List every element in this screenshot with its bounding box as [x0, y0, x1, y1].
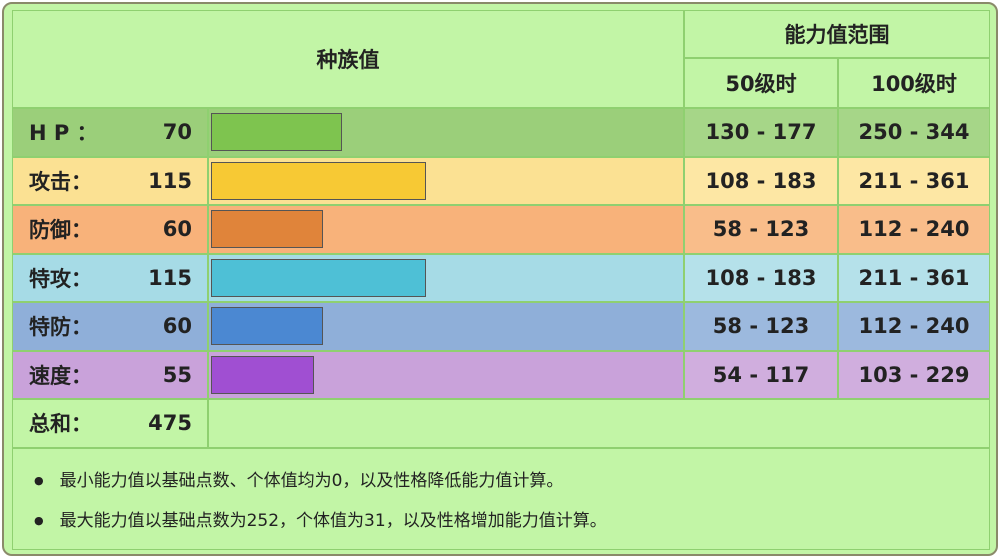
total-value: 475: [148, 411, 192, 436]
lv100-range: 112 - 240: [838, 205, 990, 254]
header-range: 能力值范围: [684, 10, 990, 58]
header-base-stats: 种族值: [12, 10, 684, 108]
stat-label: 特防：: [12, 302, 208, 351]
stat-bar: [211, 355, 314, 394]
lv100-range: 211 - 361: [838, 253, 990, 302]
lv100-range: 112 - 240: [838, 302, 990, 351]
stat-bar: [211, 210, 324, 248]
stat-bar: [211, 307, 324, 345]
stat-value: 55: [162, 362, 192, 387]
stat-label: 速度：: [12, 350, 208, 399]
header-lv100: 100级时: [838, 58, 990, 108]
lv50-range: 54 - 117: [684, 350, 838, 399]
lv50-range: 108 - 183: [684, 253, 838, 302]
stat-label: 攻击：: [12, 156, 208, 205]
stat-value: 60: [162, 314, 192, 339]
stat-bar: [211, 258, 427, 297]
total-blank: [208, 399, 990, 448]
stat-value: 70: [162, 120, 192, 145]
lv100-range: 103 - 229: [838, 350, 990, 399]
stat-label: H P ：: [12, 108, 208, 157]
stat-label: 防御：: [12, 205, 208, 254]
stat-value: 60: [162, 217, 192, 242]
note: 最大能力值以基础点数为252，个体值为31，以及性格增加能力值计算。: [34, 506, 964, 531]
total-label: 总和：: [12, 399, 208, 448]
stat-value: 115: [148, 265, 192, 290]
header-lv50: 50级时: [684, 58, 838, 108]
lv50-range: 58 - 123: [684, 205, 838, 254]
lv50-range: 130 - 177: [684, 108, 838, 157]
stat-label: 特攻：: [12, 253, 208, 302]
note: 最小能力值以基础点数、个体值均为0，以及性格降低能力值计算。: [34, 466, 964, 491]
stat-bar: [211, 113, 342, 151]
lv100-range: 211 - 361: [838, 156, 990, 205]
lv100-range: 250 - 344: [838, 108, 990, 157]
stat-bar: [211, 161, 427, 200]
notes-area: [12, 447, 990, 550]
lv50-range: 108 - 183: [684, 156, 838, 205]
lv50-range: 58 - 123: [684, 302, 838, 351]
stat-value: 115: [148, 168, 192, 193]
